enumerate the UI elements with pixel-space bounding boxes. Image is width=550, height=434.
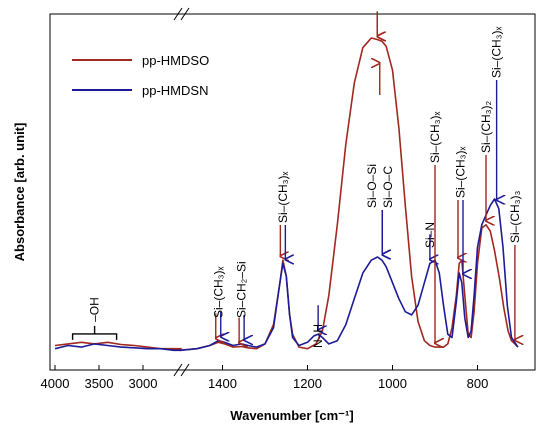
x-axis: 4000 3500 3000 1400 1200 1000 800	[41, 7, 489, 391]
x-tick-label: 1000	[378, 376, 407, 391]
annotation-label: Si–O–C	[381, 166, 395, 208]
annotation-label: Si–N	[423, 222, 437, 248]
legend-label-pp-hmdso: pp-HMDSO	[142, 53, 209, 68]
axis-break-mark	[180, 363, 190, 377]
x-tick-label: 3000	[129, 376, 158, 391]
series-line-pp-hmdsn-segment-2	[179, 198, 519, 352]
x-tick-label: 800	[467, 376, 489, 391]
annotation-label: Si–O–Si	[365, 164, 379, 208]
axis-break-mark	[173, 7, 183, 21]
axis-break-mark	[180, 7, 190, 21]
x-axis-label: Wavenumber [cm⁻¹]	[230, 408, 353, 423]
annotation-label: Si–(CH₃)ₓ	[211, 266, 225, 318]
legend-label-pp-hmdsn: pp-HMDSN	[142, 83, 208, 98]
series-line-pp-hmdso-segment-2	[179, 37, 519, 352]
x-tick-label: 4000	[41, 376, 70, 391]
annotation-label: Si–(CH₃)₂	[479, 100, 493, 153]
plot-layer	[54, 37, 519, 352]
x-tick-label: 1400	[208, 376, 237, 391]
annotation-label: Si–(CH₃)ₓ	[428, 111, 442, 163]
axis-break-mark	[173, 363, 183, 377]
oh-bracket	[71, 333, 118, 340]
annotation-label: Si–(CH₃)ₓ	[454, 146, 468, 198]
annotation-label: N–H	[311, 324, 325, 348]
legend: pp-HMDSO pp-HMDSN	[72, 53, 209, 98]
annotation-label: Si–(CH₃)ₓ	[276, 171, 290, 223]
annotation-label: Si–(CH₃)ₓ	[490, 26, 504, 78]
annotation-label: Si–CH₂–Si	[235, 261, 249, 318]
x-tick-label: 3500	[85, 376, 114, 391]
annotation-label: –OH	[88, 297, 102, 322]
y-axis-label: Absorbance [arb. unit]	[12, 123, 27, 262]
plot-frame	[49, 13, 536, 371]
annotation-label: Si–(CH₃)₃	[508, 190, 522, 243]
x-tick-label: 1200	[293, 376, 322, 391]
annotation-layer: –OH Si–(CH₃)ₓ Si–CH₂–Si Si–(CH₃)ₓ N–H Si–O–Si…	[71, 11, 522, 348]
series-line-pp-hmdsn-segment-1	[54, 343, 182, 352]
